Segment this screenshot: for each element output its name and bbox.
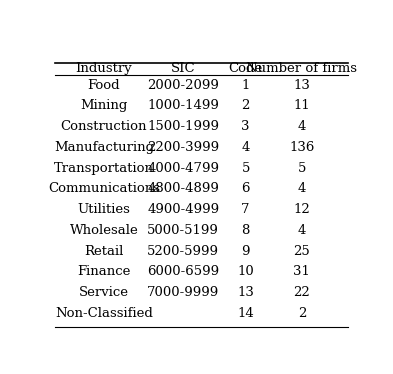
Text: 6000-6599: 6000-6599: [147, 265, 219, 278]
Text: Construction: Construction: [61, 120, 147, 133]
Text: 13: 13: [237, 286, 254, 299]
Text: 4800-4899: 4800-4899: [147, 183, 219, 195]
Text: 4: 4: [241, 141, 250, 154]
Text: 2: 2: [298, 307, 306, 320]
Text: 4000-4799: 4000-4799: [147, 162, 219, 175]
Text: 11: 11: [294, 99, 310, 113]
Text: 6: 6: [241, 183, 250, 195]
Text: 1000-1499: 1000-1499: [147, 99, 219, 113]
Text: Utilities: Utilities: [77, 203, 130, 216]
Text: Retail: Retail: [84, 245, 124, 258]
Text: 14: 14: [237, 307, 254, 320]
Text: 5000-5199: 5000-5199: [147, 224, 219, 237]
Text: 2000-2099: 2000-2099: [147, 79, 219, 92]
Text: Mining: Mining: [80, 99, 128, 113]
Text: Wholesale: Wholesale: [70, 224, 138, 237]
Text: Service: Service: [79, 286, 129, 299]
Text: 10: 10: [237, 265, 254, 278]
Text: Communications: Communications: [48, 183, 160, 195]
Text: 5: 5: [241, 162, 250, 175]
Text: 4: 4: [298, 224, 306, 237]
Text: Number of firms: Number of firms: [246, 62, 357, 75]
Text: 1500-1999: 1500-1999: [147, 120, 219, 133]
Text: 2: 2: [241, 99, 250, 113]
Text: 3: 3: [241, 120, 250, 133]
Text: 22: 22: [294, 286, 310, 299]
Text: Food: Food: [88, 79, 120, 92]
Text: 9: 9: [241, 245, 250, 258]
Text: 8: 8: [241, 224, 250, 237]
Text: 2200-3999: 2200-3999: [147, 141, 219, 154]
Text: 12: 12: [294, 203, 310, 216]
Text: 25: 25: [294, 245, 310, 258]
Text: 4: 4: [298, 183, 306, 195]
Text: SIC: SIC: [171, 62, 195, 75]
Text: Transportation: Transportation: [54, 162, 154, 175]
Text: Non-Classified: Non-Classified: [55, 307, 153, 320]
Text: Manufacturing: Manufacturing: [54, 141, 154, 154]
Text: 4900-4999: 4900-4999: [147, 203, 219, 216]
Text: 31: 31: [294, 265, 310, 278]
Text: 5: 5: [298, 162, 306, 175]
Text: 13: 13: [294, 79, 310, 92]
Text: 7000-9999: 7000-9999: [147, 286, 219, 299]
Text: 136: 136: [289, 141, 315, 154]
Text: Finance: Finance: [77, 265, 130, 278]
Text: Industry: Industry: [75, 62, 132, 75]
Text: 7: 7: [241, 203, 250, 216]
Text: 5200-5999: 5200-5999: [147, 245, 219, 258]
Text: 4: 4: [298, 120, 306, 133]
Text: 1: 1: [241, 79, 250, 92]
Text: Code: Code: [228, 62, 263, 75]
